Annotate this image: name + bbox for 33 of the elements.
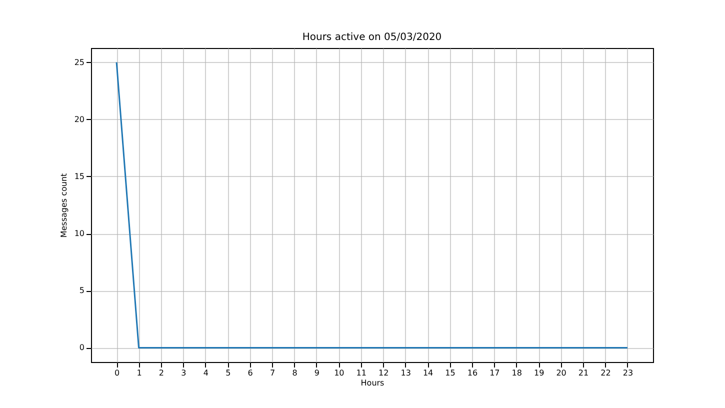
x-tick-label: 0 xyxy=(114,368,120,378)
y-axis-title: Messages count xyxy=(59,173,68,238)
x-tick-label: 16 xyxy=(467,368,478,378)
x-tick-label: 6 xyxy=(248,368,253,378)
x-tick-label: 8 xyxy=(292,368,298,378)
y-tick-label: 0 xyxy=(79,343,84,352)
x-tick-label: 18 xyxy=(512,368,522,378)
x-tick-label: 1 xyxy=(136,368,142,378)
x-tick-label: 2 xyxy=(158,368,164,378)
y-tick-label: 10 xyxy=(74,229,84,238)
x-axis-title: Hours xyxy=(360,378,384,388)
x-tick-label: 19 xyxy=(534,368,544,378)
x-tick-label: 14 xyxy=(422,368,434,378)
x-tick-label: 12 xyxy=(378,368,389,378)
x-tick-label: 7 xyxy=(270,368,276,378)
x-tick-label: 5 xyxy=(226,368,231,378)
x-tick-label: 4 xyxy=(203,368,208,378)
x-tick-label: 15 xyxy=(445,368,456,378)
x-tick-label: 21 xyxy=(578,368,589,378)
chart-title: Hours active on 05/03/2020 xyxy=(302,32,442,43)
y-tick-label: 15 xyxy=(74,172,84,181)
x-tick-label: 10 xyxy=(334,368,344,378)
x-tick-label: 20 xyxy=(556,368,566,378)
y-tick-label: 25 xyxy=(74,58,84,67)
x-tick-label: 9 xyxy=(314,368,320,378)
x-tick-label: 23 xyxy=(622,368,634,378)
y-tick-label: 5 xyxy=(79,286,84,296)
x-tick-label: 22 xyxy=(600,368,611,378)
x-tick-label: 17 xyxy=(490,368,500,378)
x-tick-label: 11 xyxy=(356,368,366,378)
x-tick-label: 13 xyxy=(400,368,411,378)
y-tick-label: 20 xyxy=(74,114,84,124)
x-tick-label: 3 xyxy=(181,368,186,378)
